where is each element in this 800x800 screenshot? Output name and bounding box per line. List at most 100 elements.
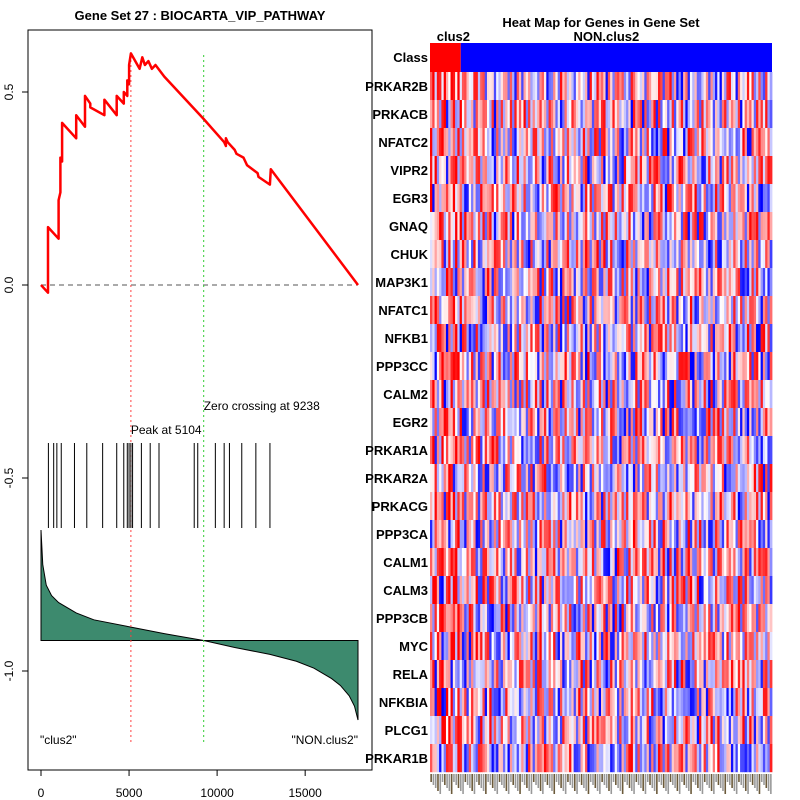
- heatmap-cell: [466, 156, 470, 185]
- heatmap-cell: [683, 128, 686, 157]
- heatmap-cell: [564, 548, 568, 577]
- heatmap-cell: [758, 184, 761, 213]
- heatmap-cell: [591, 716, 595, 745]
- heatmap-cell: [646, 184, 650, 213]
- heatmap-cell: [436, 492, 440, 521]
- heatmap-cell: [466, 268, 470, 297]
- heatmap-cell: [699, 408, 702, 437]
- heatmap-cell: [644, 464, 647, 493]
- heatmap-cell: [733, 156, 736, 185]
- heatmap-cell: [639, 632, 643, 661]
- heatmap-cell: [530, 380, 533, 409]
- heatmap-cell: [694, 660, 698, 689]
- heatmap-cell: [760, 688, 764, 717]
- heatmap-cell: [502, 716, 506, 745]
- heatmap-cell: [484, 464, 488, 493]
- heatmap-cell: [655, 520, 659, 549]
- heatmap-cell: [696, 464, 700, 493]
- heatmap-cell: [746, 744, 750, 773]
- heatmap-cell: [639, 184, 643, 213]
- heatmap-cell: [578, 548, 581, 577]
- heatmap-cell: [562, 128, 565, 157]
- heatmap-cell: [578, 604, 581, 633]
- heatmap-cell: [724, 604, 727, 633]
- heatmap-cell: [582, 492, 586, 521]
- heatmap-cell: [701, 296, 704, 325]
- heatmap-cell: [726, 520, 730, 549]
- heatmap-cell: [557, 156, 561, 185]
- heatmap-cell: [534, 268, 538, 297]
- heatmap-cell: [580, 296, 584, 325]
- heatmap-cell: [493, 128, 497, 157]
- heatmap-cell: [518, 688, 522, 717]
- heatmap-cell: [616, 576, 620, 605]
- heatmap-cell: [445, 212, 449, 241]
- heatmap-cell: [518, 72, 522, 101]
- heatmap-cell: [516, 240, 520, 269]
- heatmap-cell: [708, 492, 711, 521]
- heatmap-cell: [612, 464, 616, 493]
- heatmap-cell: [708, 520, 711, 549]
- heatmap-cell: [708, 380, 711, 409]
- heatmap-cell: [616, 464, 620, 493]
- heatmap-cell: [541, 688, 545, 717]
- heatmap-cell: [518, 492, 522, 521]
- heatmap-cell: [477, 632, 481, 661]
- heatmap-cell: [443, 660, 447, 689]
- heatmap-cell: [749, 380, 752, 409]
- heatmap-cell: [550, 744, 554, 773]
- heatmap-cell: [496, 604, 499, 633]
- heatmap-cell: [434, 128, 438, 157]
- heatmap-cell: [575, 156, 579, 185]
- heatmap-cell: [443, 576, 447, 605]
- heatmap-cell: [575, 744, 579, 773]
- heatmap-cell: [630, 128, 634, 157]
- heatmap-cell: [432, 352, 435, 381]
- heatmap-cell: [502, 464, 506, 493]
- heatmap-cell: [484, 380, 488, 409]
- heatmap-cell: [573, 128, 577, 157]
- heatmap-cell: [509, 72, 513, 101]
- heatmap-cell: [705, 464, 709, 493]
- heatmap-cell: [484, 520, 488, 549]
- heatmap-cell: [585, 520, 588, 549]
- heatmap-cell: [528, 324, 531, 353]
- heatmap-cell: [507, 268, 511, 297]
- heatmap-cell: [507, 604, 511, 633]
- heatmap-cell: [443, 436, 447, 465]
- heatmap-cell: [509, 128, 513, 157]
- heatmap-cell: [457, 352, 461, 381]
- heatmap-cell: [626, 604, 629, 633]
- heatmap-cell: [737, 520, 741, 549]
- heatmap-cell: [689, 296, 693, 325]
- heatmap-cell: [541, 436, 545, 465]
- heatmap-cell: [571, 128, 575, 157]
- heatmap-cell: [439, 240, 442, 269]
- heatmap-cell: [685, 688, 689, 717]
- heatmap-cell: [648, 324, 652, 353]
- heatmap-cell: [487, 240, 490, 269]
- heatmap-cell: [719, 716, 723, 745]
- heatmap-cell: [562, 492, 565, 521]
- heatmap-cell: [550, 716, 554, 745]
- heatmap-cell: [521, 156, 524, 185]
- heatmap-cell: [685, 660, 689, 689]
- heatmap-cell: [621, 632, 625, 661]
- heatmap-cell: [466, 380, 470, 409]
- heatmap-cell: [598, 548, 602, 577]
- heatmap-cell: [648, 436, 652, 465]
- heatmap-cell: [712, 156, 716, 185]
- heatmap-cell: [489, 352, 492, 381]
- heatmap-cell: [598, 100, 602, 129]
- heatmap-cell: [487, 100, 490, 129]
- heatmap-cell: [630, 716, 634, 745]
- heatmap-cell: [756, 100, 759, 129]
- heatmap-cell: [461, 380, 465, 409]
- heatmap-cell: [628, 156, 632, 185]
- heatmap-cell: [607, 604, 611, 633]
- heatmap-cell: [756, 72, 759, 101]
- heatmap-cell: [489, 436, 492, 465]
- heatmap-cell: [689, 520, 693, 549]
- heatmap-cell: [550, 100, 554, 129]
- heatmap-cell: [692, 240, 695, 269]
